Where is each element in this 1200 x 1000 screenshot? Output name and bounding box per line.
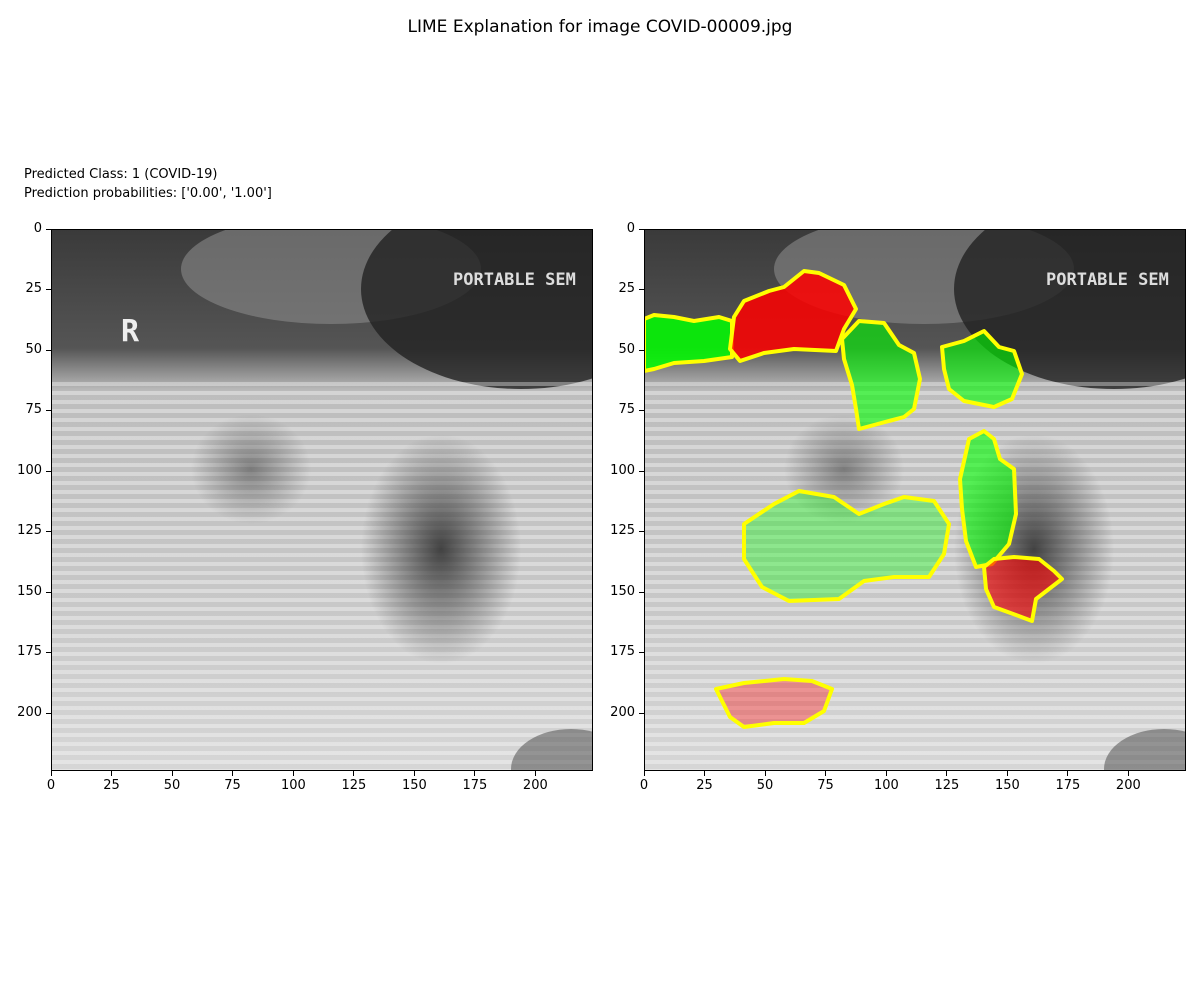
- x-tick-mark: [413, 771, 415, 776]
- x-tick-label: 175: [462, 778, 488, 793]
- x-tick-mark: [764, 771, 766, 776]
- segment-upper-mid-green: [840, 319, 922, 431]
- y-tick-label: 25: [25, 281, 42, 297]
- x-tick-mark: [353, 771, 355, 776]
- x-tick-label: 150: [994, 778, 1020, 793]
- x-tick-mark: [292, 771, 294, 776]
- original-image-panel: R PORTABLE SEM: [51, 229, 593, 771]
- x-tick-label: 0: [639, 778, 649, 793]
- x-tick-mark: [885, 771, 887, 776]
- segment-upper-red: [728, 269, 858, 363]
- x-tick-mark: [474, 771, 476, 776]
- x-tick-label: 125: [934, 778, 960, 793]
- x-tick-label: 25: [103, 778, 120, 793]
- segment-upper-right-green: [940, 329, 1024, 409]
- xray-marker-text: R: [121, 314, 140, 349]
- figure-title: LIME Explanation for image COVID-00009.j…: [407, 17, 793, 37]
- y-tick-label: 50: [25, 341, 42, 357]
- x-tick-label: 150: [401, 778, 427, 793]
- x-tick-mark: [1006, 771, 1008, 776]
- segment-center-light-green: [742, 489, 951, 603]
- x-tick-label: 125: [341, 778, 367, 793]
- xray-original: R PORTABLE SEM: [51, 229, 593, 771]
- x-tick-mark: [946, 771, 948, 776]
- y-tick-label: 75: [618, 402, 635, 418]
- segment-lower-right-red: [982, 555, 1064, 623]
- x-tick-label: 100: [280, 778, 306, 793]
- prediction-probabilities-text: Prediction probabilities: ['0.00', '1.00…: [24, 186, 272, 201]
- y-tick-label: 150: [610, 583, 635, 599]
- x-tick-label: 100: [873, 778, 899, 793]
- x-tick-label: 50: [163, 778, 181, 793]
- xray-label-text: PORTABLE SEM: [1046, 270, 1169, 290]
- y-tick-label: 150: [17, 583, 42, 599]
- x-tick-mark: [111, 771, 113, 776]
- x-tick-label: 175: [1055, 778, 1081, 793]
- xray-with-lime-overlay: PORTABLE SEM: [644, 229, 1186, 771]
- x-tick-label: 200: [522, 778, 548, 793]
- x-tick-mark: [644, 771, 645, 776]
- xray-label-text: PORTABLE SEM: [453, 270, 576, 290]
- y-tick-label: 175: [17, 644, 42, 660]
- x-tick-label: 75: [224, 778, 241, 793]
- y-tick-label: 125: [610, 523, 635, 539]
- x-tick-label: 25: [696, 778, 713, 793]
- x-tick-label: 75: [817, 778, 834, 793]
- x-tick-mark: [825, 771, 827, 776]
- y-tick-label: 100: [610, 462, 635, 478]
- y-tick-label: 0: [626, 221, 635, 236]
- y-tick-label: 100: [17, 462, 42, 478]
- x-tick-mark: [1067, 771, 1069, 776]
- y-tick-label: 125: [17, 523, 42, 539]
- x-tick-mark: [171, 771, 173, 776]
- x-tick-label: 200: [1115, 778, 1141, 793]
- x-tick-mark: [534, 771, 536, 776]
- x-tick-mark: [232, 771, 234, 776]
- y-tick-label: 25: [618, 281, 635, 297]
- y-tick-label: 50: [618, 341, 635, 357]
- x-tick-mark: [51, 771, 52, 776]
- y-tick-label: 200: [17, 704, 42, 720]
- y-tick-label: 0: [33, 221, 42, 236]
- segment-bottom-light-red: [714, 677, 834, 729]
- y-tick-label: 175: [610, 644, 635, 660]
- x-tick-label: 50: [756, 778, 774, 793]
- x-tick-mark: [1127, 771, 1129, 776]
- y-tick-label: 75: [25, 402, 42, 418]
- lime-explanation-panel: PORTABLE SEM: [644, 229, 1186, 771]
- y-tick-label: 200: [610, 704, 635, 720]
- predicted-class-text: Predicted Class: 1 (COVID-19): [24, 167, 218, 182]
- segment-right-vertical-green: [958, 429, 1018, 569]
- x-tick-label: 0: [46, 778, 56, 793]
- x-tick-mark: [704, 771, 706, 776]
